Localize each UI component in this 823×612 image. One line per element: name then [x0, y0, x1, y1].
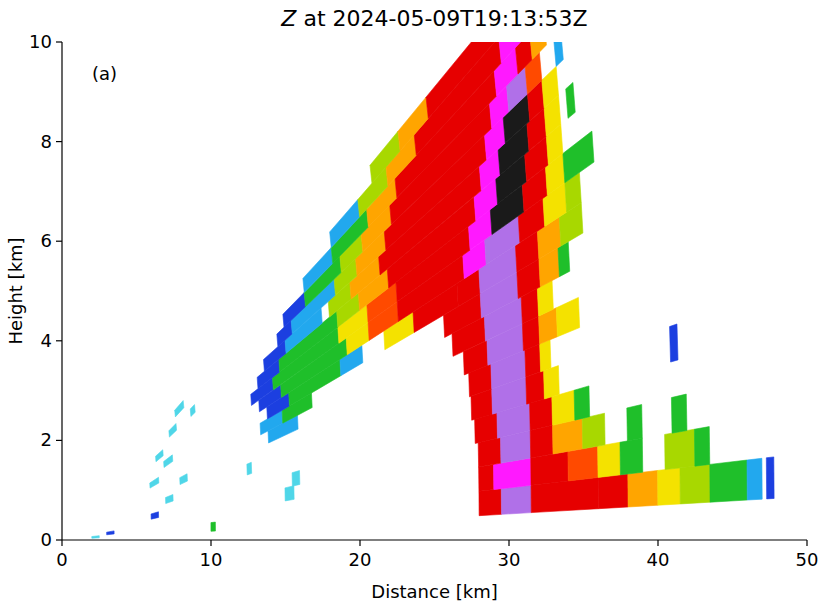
reflectivity-cell [501, 485, 531, 514]
reflectivity-cell [283, 292, 306, 327]
reflectivity-cell [766, 457, 774, 499]
reflectivity-cell [150, 477, 159, 488]
reflectivity-cell [426, 42, 506, 118]
reflectivity-cell [303, 248, 333, 293]
x-tick [210, 540, 211, 546]
reflectivity-cell [658, 468, 681, 505]
reflectivity-cell [370, 131, 400, 183]
x-tick-label: 10 [200, 549, 223, 570]
title: Z at 2024-05-09T19:13:53Z [280, 6, 587, 31]
reflectivity-cell [285, 486, 294, 501]
y-tick-label: 2 [41, 429, 52, 450]
reflectivity-cell [544, 366, 560, 399]
reflectivity-cell [211, 522, 216, 531]
y-tick-label: 4 [41, 330, 52, 351]
x-tick [61, 540, 62, 546]
x-tick [359, 540, 360, 546]
x-tick-label: 40 [647, 549, 670, 570]
reflectivity-cell [175, 401, 184, 417]
reflectivity-cell [164, 455, 173, 468]
reflectivity-cell [554, 42, 564, 66]
y-tick [56, 141, 62, 142]
reflectivity-cell [627, 405, 642, 441]
reflectivity-cell [247, 462, 252, 475]
reflectivity-cell [540, 340, 551, 372]
panel-label: (a) [92, 63, 117, 84]
y-axis-line [61, 42, 62, 540]
reflectivity-cell [665, 429, 695, 469]
y-tick [56, 41, 62, 42]
reflectivity-cell [574, 386, 590, 420]
y-tick [56, 241, 62, 242]
reflectivity-cell [694, 427, 709, 467]
reflectivity-cell [556, 297, 579, 336]
reflectivity-cell [671, 394, 687, 433]
reflectivity-cell [190, 405, 195, 417]
x-tick [508, 540, 509, 546]
x-tick-label: 30 [498, 549, 521, 570]
reflectivity-cell [530, 425, 553, 458]
reflectivity-cell [180, 474, 188, 485]
reflectivity-cell [263, 340, 286, 371]
reflectivity-cell [107, 531, 114, 535]
reflectivity-cell [151, 512, 159, 519]
y-tick-label: 10 [29, 31, 52, 52]
reflectivity-cell [563, 131, 594, 183]
reflectivity-cell [747, 458, 762, 500]
x-axis-title: Distance [km] [371, 581, 497, 602]
reflectivity-cell [479, 464, 494, 491]
reflectivity-cell [398, 97, 428, 151]
x-tick-label: 20 [349, 549, 372, 570]
reflectivity-cell [542, 66, 559, 108]
x-tick [806, 540, 807, 546]
reflectivity-cell [479, 489, 502, 516]
x-tick-label: 50 [796, 549, 819, 570]
y-tick-label: 0 [41, 529, 52, 550]
reflectivity-cell [620, 438, 643, 474]
reflectivity-cell [598, 442, 621, 477]
reflectivity-cell [92, 536, 99, 539]
reflectivity-cell [169, 424, 177, 438]
reflectivity-cell [330, 200, 360, 248]
reflectivity-cell [568, 446, 598, 481]
reflectivity-cell [166, 494, 174, 503]
reflectivity-cell [628, 470, 658, 506]
reflectivity-cell [515, 42, 532, 74]
reflectivity-cell [582, 413, 605, 449]
y-tick [56, 440, 62, 441]
x-tick-label: 0 [56, 549, 67, 570]
reflectivity-cell [156, 450, 164, 462]
reflectivity-cell [292, 471, 300, 487]
y-tick [56, 539, 62, 540]
y-tick [56, 340, 62, 341]
y-tick-label: 8 [41, 131, 52, 152]
plot-area [92, 42, 774, 538]
chart: 0 10 20 30 40 50 0 2 4 6 8 10 Distance [km] Height [k… [0, 0, 823, 612]
x-axis-line [62, 539, 807, 540]
reflectivity-cell [670, 324, 678, 362]
reflectivity-cell [530, 42, 547, 60]
y-tick-label: 6 [41, 230, 52, 251]
reflectivity-cell [680, 464, 710, 504]
reflectivity-cell [499, 42, 523, 63]
y-axis-title: Height [km] [5, 237, 26, 344]
reflectivity-cell [710, 460, 748, 502]
reflectivity-cell [566, 82, 576, 118]
x-tick [657, 540, 658, 546]
reflectivity-cell [598, 474, 628, 509]
